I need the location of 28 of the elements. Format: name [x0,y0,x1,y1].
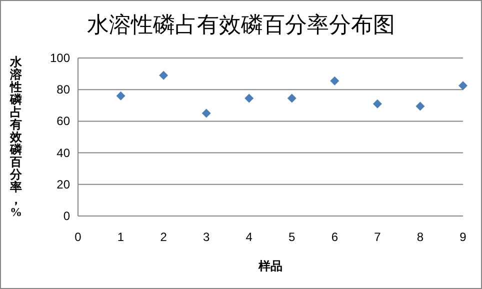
y-tick-label: 100 [50,51,70,65]
x-tick-label: 7 [374,230,382,244]
x-tick-label: 4 [246,230,253,244]
point [159,70,168,80]
point [287,94,296,103]
x-tick-label: 5 [288,230,296,244]
y-tick-label: 40 [56,146,70,160]
x-tick-label: 9 [460,230,467,244]
x-axis-title: 样品 [258,259,282,273]
point [116,91,126,100]
x-tick-label: 0 [74,230,82,244]
y-tick-label: 60 [56,114,70,128]
point [416,102,425,111]
x-tick-label: 1 [117,230,124,244]
point [458,81,468,90]
x-tick-label: 8 [416,230,424,244]
point [372,99,382,108]
x-tick-label: 3 [202,230,210,244]
chart-title: 水溶性磷占有效磷百分率分布图 [87,12,395,37]
text: 水溶性磷占有效磷百分率，% [10,55,22,219]
y-tick-label: 0 [63,209,70,223]
y-tick-label: 80 [56,82,70,97]
y-tick-label: 20 [56,177,70,192]
point [244,94,254,103]
x-tick-label: 2 [160,230,168,244]
point [330,76,340,86]
x-tick-label: 6 [331,230,338,244]
point [202,108,211,118]
